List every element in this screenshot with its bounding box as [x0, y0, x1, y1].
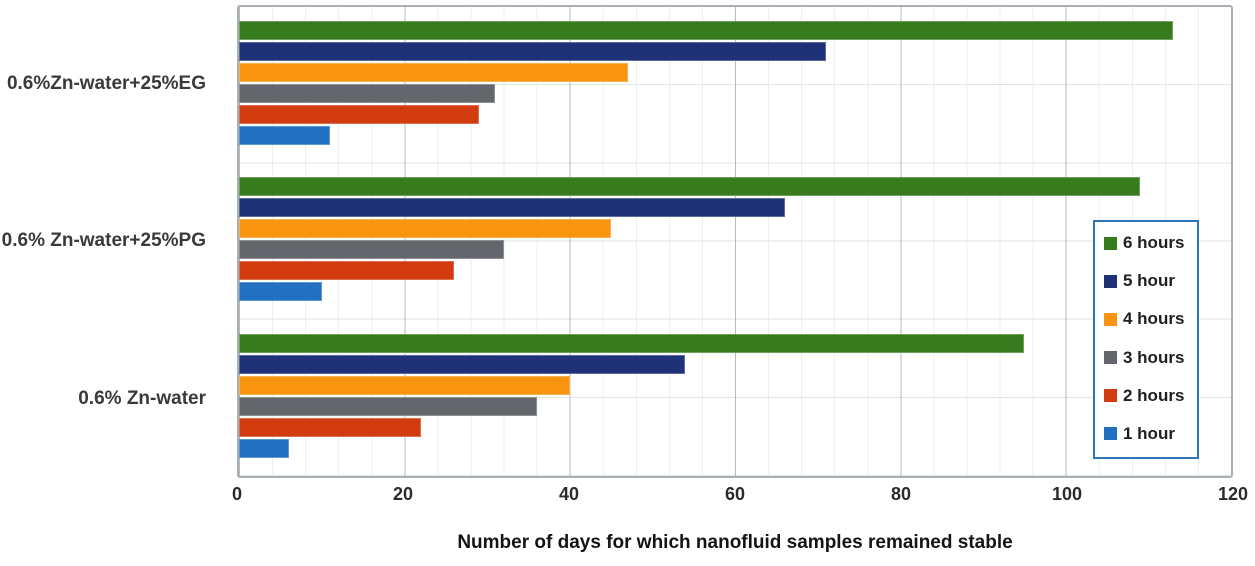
- legend-item: 2 hours: [1104, 386, 1191, 406]
- bar: [239, 240, 504, 260]
- category-row: 0.6%Zn-water+25%EG: [0, 5, 212, 163]
- legend-item: 1 hour: [1104, 424, 1191, 444]
- legend-label: 1 hour: [1123, 423, 1175, 443]
- legend-label: 5 hour: [1123, 271, 1175, 291]
- bar: [239, 438, 289, 458]
- legend-swatch: [1104, 427, 1117, 441]
- bar: [239, 126, 330, 145]
- bar: [239, 261, 454, 281]
- category-label: 0.6% Zn-water+25%PG: [1, 230, 206, 252]
- bar: [239, 219, 611, 239]
- x-tick-label: 80: [890, 484, 912, 504]
- legend-swatch: [1104, 312, 1117, 326]
- bar: [239, 63, 628, 82]
- legend-item: 5 hour: [1104, 271, 1191, 291]
- bar: [239, 105, 479, 124]
- category-band: [239, 7, 1231, 163]
- legend-item: 6 hours: [1104, 233, 1191, 253]
- x-tick-label: 0: [231, 484, 243, 504]
- plot-area: [237, 5, 1233, 478]
- bar: [239, 354, 686, 374]
- x-tick-label: 120: [1217, 484, 1249, 504]
- x-tick-label: 100: [1051, 484, 1083, 504]
- y-axis-category-labels: 0.6%Zn-water+25%EG 0.6% Zn-water+25%PG 0.6…: [0, 5, 212, 478]
- x-tick-label: 40: [558, 484, 580, 504]
- bar: [239, 333, 1025, 353]
- legend-label: 3 hours: [1123, 347, 1185, 367]
- bar: [239, 21, 1174, 40]
- legend: 6 hours 5 hour 4 hours 3 hours 2 hours 1 hour: [1093, 220, 1199, 459]
- category-band: [239, 163, 1231, 319]
- legend-swatch: [1104, 389, 1117, 403]
- category-label: 0.6% Zn-water: [78, 388, 206, 410]
- bar: [239, 84, 496, 103]
- legend-label: 4 hours: [1123, 309, 1185, 329]
- x-axis-title: Number of days for which nanofluid sampl…: [457, 532, 1013, 553]
- x-axis-tick-labels: 0 20 40 60 80 100 120: [232, 484, 1248, 508]
- legend-label: 6 hours: [1123, 233, 1185, 252]
- x-tick-label: 60: [724, 484, 746, 504]
- legend-label: 2 hours: [1123, 385, 1185, 405]
- category-row: 0.6% Zn-water+25%PG: [0, 163, 212, 321]
- legend-item: 4 hours: [1104, 309, 1191, 329]
- bar: [239, 417, 421, 437]
- bar: [239, 396, 537, 416]
- legend-item: 3 hours: [1104, 348, 1191, 368]
- legend-swatch: [1104, 274, 1117, 288]
- category-band: [239, 320, 1231, 476]
- bar: [239, 375, 570, 395]
- bar: [239, 282, 322, 302]
- legend-swatch: [1104, 236, 1117, 250]
- bar: [239, 42, 826, 61]
- category-row: 0.6% Zn-water: [0, 320, 212, 478]
- bar: [239, 177, 1141, 197]
- x-tick-label: 20: [392, 484, 414, 504]
- category-label: 0.6%Zn-water+25%EG: [6, 72, 206, 94]
- bar: [239, 198, 785, 218]
- legend-swatch: [1104, 351, 1117, 365]
